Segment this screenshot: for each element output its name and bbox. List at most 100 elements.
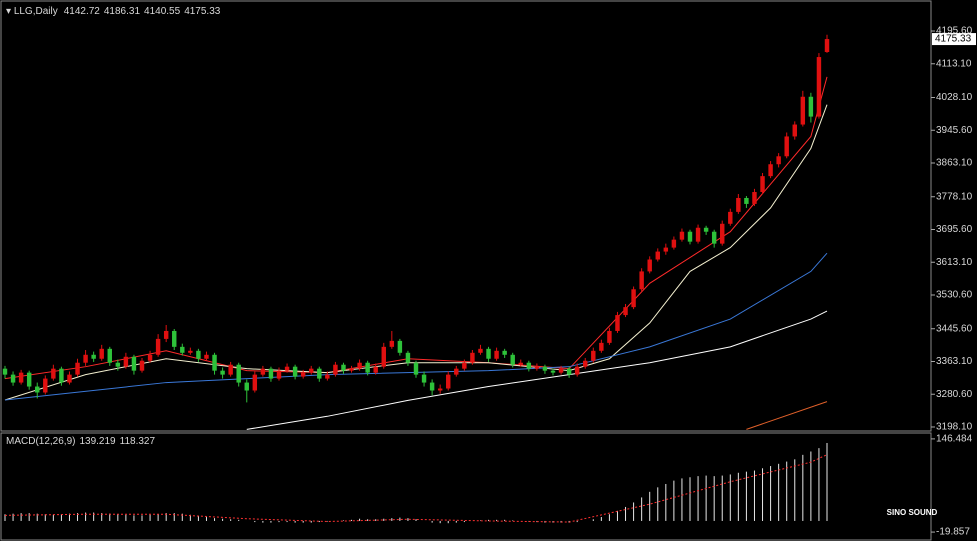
macd-title: MACD(12,26,9): [6, 436, 75, 447]
line: [4, 104, 828, 401]
candle-body: [631, 289, 636, 308]
candle-body: [212, 354, 217, 371]
candle-body: [357, 362, 362, 369]
candle-body: [220, 370, 225, 375]
candle-body: [236, 364, 241, 383]
candle-body: [800, 96, 806, 125]
candle-body: [26, 372, 32, 387]
candle-body: [599, 342, 604, 351]
candle-body: [300, 372, 306, 377]
arrow: ▾: [6, 6, 14, 17]
candle-body: [10, 374, 16, 383]
candle-body: [139, 360, 145, 371]
candle-body: [75, 362, 80, 375]
candle-body: [736, 197, 741, 212]
candle-body: [728, 211, 733, 224]
candle-body: [333, 364, 338, 375]
line: [746, 401, 828, 430]
y-tick-label: 3530.60: [936, 290, 973, 301]
y-tick-label: 4113.10: [936, 58, 972, 69]
candle-body: [542, 366, 548, 371]
candle-body: [615, 315, 620, 331]
candle-body: [43, 378, 48, 393]
y-tick-label: 3445.60: [936, 323, 973, 334]
low: 4140.55: [144, 6, 181, 17]
candle-body: [99, 348, 104, 359]
y-tick-label: 3863.10: [936, 158, 973, 169]
candle-body: [196, 350, 201, 359]
candle-body: [494, 350, 499, 359]
candle-body: [526, 362, 532, 369]
line: [4, 252, 828, 401]
candle-body: [389, 340, 395, 347]
y-tick-label: 4028.10: [936, 92, 973, 103]
candle-body: [808, 96, 814, 117]
candle-body: [583, 360, 588, 367]
candle-body: [123, 356, 129, 367]
candle-body: [462, 362, 467, 369]
candle-body: [518, 362, 523, 365]
candle-body: [155, 338, 161, 355]
candle-body: [550, 370, 556, 373]
candle-body: [647, 259, 652, 272]
candle-body: [752, 192, 757, 204]
candle-body: [405, 352, 411, 363]
candle-body: [51, 368, 56, 379]
high: 4186.31: [104, 6, 141, 17]
candle-body: [147, 354, 153, 361]
candle-body: [687, 231, 693, 242]
candle-body: [260, 368, 266, 375]
candle-body: [760, 176, 765, 193]
candle-body: [163, 330, 169, 339]
y-tick-label: 3945.60: [936, 125, 973, 136]
candle-body: [671, 239, 677, 248]
candle-body: [381, 346, 386, 367]
signal-value: 118.327: [120, 436, 156, 447]
candle-body: [292, 366, 298, 377]
line: [4, 454, 828, 523]
candle-body: [639, 271, 644, 290]
y-tick-label: 3280.60: [936, 389, 973, 400]
candle-body: [413, 362, 419, 375]
candle-body: [824, 39, 830, 53]
candle-body: [470, 352, 475, 363]
price-panel: [0, 0, 932, 432]
candle-body: [446, 374, 451, 389]
candle-body: [711, 231, 717, 244]
macd-header: MACD(12,26,9) 139.219 118.327: [6, 436, 155, 447]
candle-body: [309, 368, 314, 373]
line: [4, 76, 828, 380]
y-tick-label: 3778.10: [936, 191, 973, 202]
candle-body: [172, 330, 177, 347]
y-tick-label: 3198.10: [936, 422, 973, 433]
candle-body: [180, 346, 185, 353]
y-tick-label: 146.484: [936, 434, 973, 445]
candle-body: [204, 354, 209, 359]
y-tick-label: 3695.60: [936, 224, 973, 235]
candle-body: [115, 362, 121, 367]
candle-body: [591, 350, 596, 361]
candle-body: [349, 368, 354, 371]
candle-body: [107, 348, 112, 363]
candle-body: [478, 348, 483, 353]
candle-body: [768, 164, 773, 177]
y-tick-label: 3613.10: [936, 257, 973, 268]
y-tick-label: 3363.10: [936, 356, 973, 367]
candle-body: [655, 251, 660, 260]
close: 4175.33: [184, 6, 221, 17]
candle-body: [131, 356, 137, 371]
candle-body: [373, 366, 378, 373]
chart-title: LLG,Daily: [14, 6, 58, 17]
candle-body: [663, 247, 669, 252]
candle-body: [607, 330, 612, 343]
candle-body: [228, 364, 233, 375]
header: ▾ LLG,Daily 4142.72 4186.31 4140.55 4175.33: [6, 6, 221, 17]
candle-body: [429, 382, 435, 391]
watermark: SINO SOUND: [887, 508, 938, 517]
candle-body: [2, 368, 8, 375]
candle-body: [252, 374, 258, 391]
candle-body: [244, 382, 249, 391]
candle-body: [59, 368, 64, 383]
candle-body: [421, 374, 427, 383]
